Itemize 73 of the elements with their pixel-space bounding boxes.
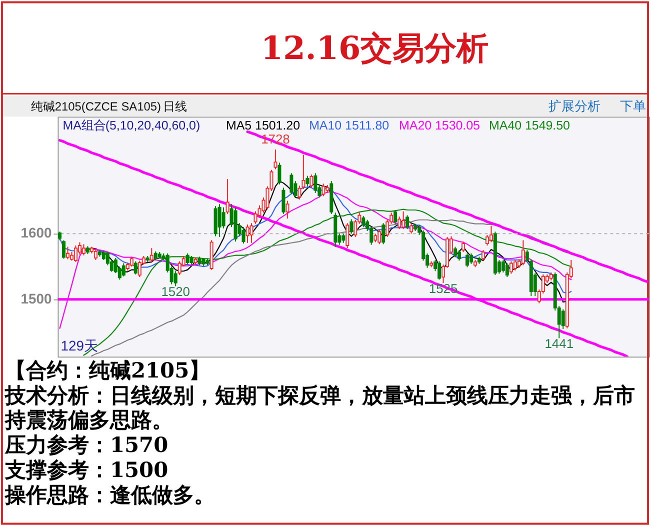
candlestick (138, 260, 142, 278)
candlestick (314, 172, 318, 194)
candlestick (386, 219, 390, 238)
candlestick (378, 229, 382, 245)
candlestick (74, 244, 78, 262)
annotation: 1520 (161, 284, 190, 300)
candlestick (122, 262, 126, 277)
candlestick (465, 252, 469, 268)
legend-title: MA组合(5,10,20,40,60,0) (62, 118, 200, 133)
candlestick (561, 308, 565, 330)
candlestick (354, 219, 358, 238)
candlestick (501, 259, 505, 273)
text: 操作思路：逢低做多。 (4, 482, 215, 507)
candlestick (310, 174, 314, 188)
candlestick (94, 248, 98, 260)
candlestick (346, 222, 350, 249)
y-tick-label: 1600 (20, 224, 52, 241)
candlestick (222, 206, 226, 229)
candlestick (174, 270, 178, 287)
candlestick (274, 149, 278, 170)
candlestick (282, 187, 286, 214)
candlestick (350, 218, 354, 234)
candlestick (62, 240, 66, 260)
candlestick (438, 260, 442, 280)
annotation: 1441 (544, 336, 574, 352)
candlestick (254, 210, 258, 224)
candlestick (306, 175, 310, 187)
candlestick (134, 260, 138, 275)
candlestick (410, 223, 414, 234)
candlestick (322, 183, 326, 197)
candlestick (382, 222, 386, 245)
text: 日线 (163, 100, 188, 114)
candlestick (278, 162, 282, 185)
text: 技术分析：日线级别，短期下探反弹，放量站上颈线压力走强，后市持震荡偏多思路。 (4, 382, 635, 432)
candlestick (505, 262, 509, 278)
text: 纯碱2105(CZCE SA105) (30, 100, 162, 114)
candlestick (489, 225, 493, 243)
candlestick (66, 246, 70, 260)
y-tick-label: 1500 (20, 290, 52, 306)
candlestick (521, 240, 525, 266)
candlestick (226, 178, 230, 214)
candlestick (402, 210, 406, 230)
text: 支撑参考：1500 (4, 457, 168, 482)
annotation: 129天 (60, 338, 98, 354)
candlestick (513, 259, 517, 271)
text: 压力参考：1570 (4, 432, 168, 458)
candlestick (82, 244, 86, 256)
candlestick (398, 216, 402, 230)
candlestick (406, 214, 410, 230)
text: 【合约：纯碱2105】 (4, 357, 210, 382)
candlestick (461, 241, 465, 253)
candlestick (186, 252, 190, 266)
candlestick (454, 246, 457, 258)
chart-title: 12.16交易分析 (260, 28, 489, 67)
candlestick (458, 250, 461, 262)
text: MA20 1530.05 (399, 118, 480, 133)
line-series (246, 130, 648, 283)
candlestick (394, 210, 398, 224)
candlestick (290, 172, 294, 195)
candlestick (509, 260, 513, 274)
text: MA10 1511.80 (309, 118, 390, 133)
candlestick (130, 256, 134, 268)
candlestick (362, 215, 366, 228)
candlestick (150, 248, 154, 262)
candlestick (469, 252, 473, 264)
candlestick (481, 250, 485, 262)
text: MA40 1549.50 (489, 118, 570, 133)
candlestick (342, 233, 346, 244)
text: MA5 1501.20 (226, 118, 300, 133)
text: 扩展分析 (548, 98, 600, 114)
candlestick (218, 204, 222, 238)
text: 下单 (620, 98, 646, 114)
candlestick (286, 200, 290, 220)
